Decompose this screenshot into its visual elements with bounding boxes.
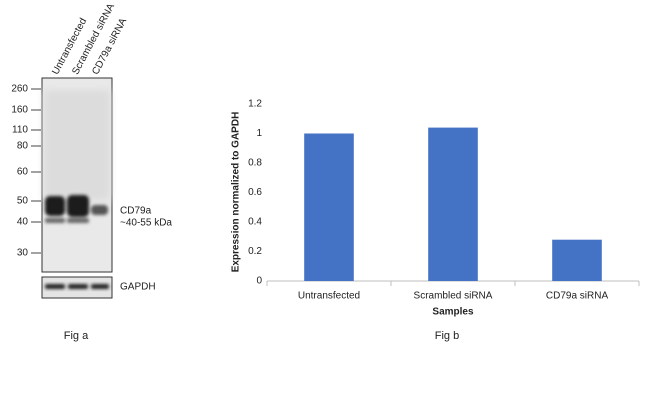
marker-label: 80 [17, 141, 29, 152]
loading-control: GAPDH [120, 282, 156, 293]
marker-label: 50 [17, 196, 29, 207]
marker-label: 160 [11, 105, 28, 116]
x-tick-label: Scrambled siRNA [414, 291, 493, 302]
y-tick-label: 0.2 [248, 246, 262, 257]
y-tick-label: 0 [256, 276, 262, 287]
y-tick-label: 0.6 [248, 187, 262, 198]
bar [428, 127, 478, 281]
band-size: ~40-55 kDa [120, 218, 172, 229]
x-tick-label: CD79a siRNA [546, 291, 609, 302]
marker-label: 40 [17, 217, 29, 228]
band-label: CD79a [120, 206, 152, 217]
caption: Fig a [64, 330, 89, 342]
marker-label: 260 [11, 84, 28, 95]
y-tick-label: 1 [256, 128, 262, 139]
marker-label: 30 [17, 248, 29, 259]
marker-label: 110 [12, 125, 28, 136]
caption: Fig b [435, 330, 459, 342]
y-tick-label: 1.2 [248, 99, 262, 110]
y-tick-label: 0.4 [248, 217, 262, 228]
x-tick-label: Untransfected [298, 291, 360, 302]
x-axis-title: Samples [432, 307, 474, 318]
y-tick-label: 0.8 [248, 158, 262, 169]
blot [41, 77, 113, 299]
y-axis-title: Expression normalized to GAPDH [231, 112, 242, 273]
bar [552, 239, 602, 281]
marker-label: 60 [17, 167, 29, 178]
bar [304, 133, 354, 281]
